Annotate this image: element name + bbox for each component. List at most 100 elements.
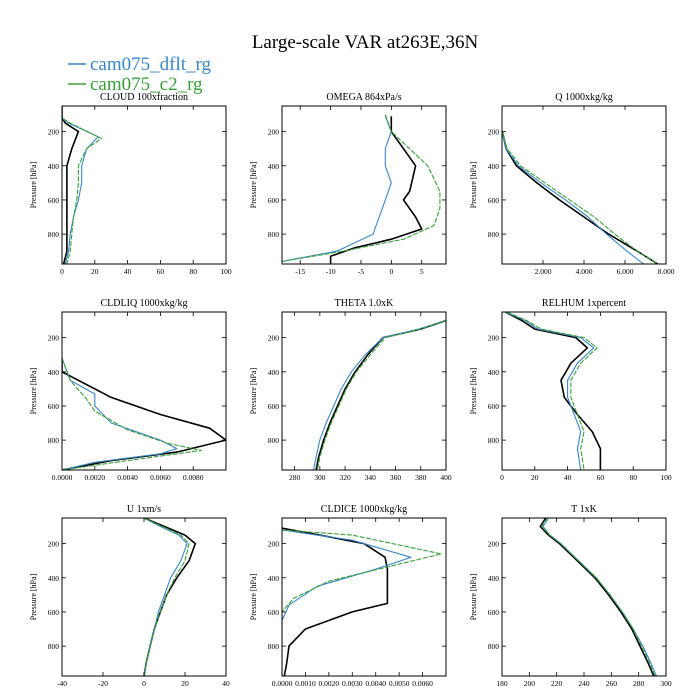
y-tick-label: 400 [48, 368, 60, 377]
x-tick-label: 0.0040 [365, 679, 386, 688]
x-tick-label: 4.000 [576, 267, 593, 276]
y-tick-label: 600 [488, 608, 500, 617]
y-tick-label: 400 [48, 574, 60, 583]
y-tick-label: 800 [268, 642, 280, 651]
panel-3: Q 1000xkg/kg Pressure [hPa] 200 400 600 800 2.… [469, 92, 675, 276]
x-tick-label: 40 [124, 267, 132, 276]
plot-frame [281, 517, 447, 677]
panel-title: T 1xK [571, 504, 597, 515]
y-tick-label: 200 [48, 540, 60, 549]
x-tick-label: 8.000 [658, 267, 675, 276]
series-line-obs [282, 527, 389, 676]
series-line-cam075-c2-rg [282, 529, 442, 676]
panel-4: CLDLIQ 1000xkg/kg Pressure [hPa] 200 400 600… [29, 298, 227, 482]
y-tick-label: 200 [268, 540, 280, 549]
x-tick-label: 80 [189, 267, 197, 276]
x-tick-label: -10 [326, 267, 336, 276]
plot-frame [61, 517, 227, 677]
panel-title: CLDICE 1000xkg/kg [321, 504, 407, 515]
x-tick-label: 0.0060 [412, 679, 433, 688]
y-tick-label: 200 [268, 334, 280, 343]
series-line-obs [502, 131, 659, 264]
x-tick-label: 280 [289, 473, 301, 482]
y-axis-label: Pressure [hPa] [249, 161, 258, 208]
x-tick-label: 320 [339, 473, 351, 482]
x-tick-label: 260 [606, 679, 618, 688]
series-line-cam075-dflt-rg [62, 106, 99, 264]
series-group [143, 518, 197, 676]
panel-7: U 1xm/s Pressure [hPa] 200 400 600 800 -40 -20 0… [29, 504, 230, 688]
y-tick-label: 800 [268, 230, 280, 239]
x-tick-label: 0 [142, 679, 146, 688]
series-group [312, 319, 446, 470]
y-tick-label: 800 [488, 230, 500, 239]
y-tick-label: 600 [48, 196, 60, 205]
x-tick-label: 0.0020 [319, 679, 340, 688]
plot-frame [281, 311, 447, 471]
plot-frame [501, 311, 667, 471]
x-tick-label: 200 [524, 679, 536, 688]
y-tick-label: 600 [268, 402, 280, 411]
y-tick-label: 800 [48, 436, 60, 445]
y-axis-label: Pressure [hPa] [469, 161, 478, 208]
y-tick-label: 600 [488, 196, 500, 205]
y-tick-label: 600 [268, 608, 280, 617]
series-line-obs [62, 106, 80, 264]
series-line-cam075-c2-rg [143, 518, 190, 676]
y-tick-label: 400 [268, 162, 280, 171]
panel-title: THETA 1.0xK [335, 298, 394, 309]
x-tick-label: 0.0050 [389, 679, 410, 688]
series-line-cam075-c2-rg [316, 319, 446, 470]
series-line-obs [539, 518, 655, 676]
x-tick-label: 280 [633, 679, 645, 688]
y-tick-label: 400 [268, 368, 280, 377]
x-tick-label: 360 [390, 473, 402, 482]
series-line-cam075-dflt-rg [502, 131, 644, 264]
y-axis-label: Pressure [hPa] [29, 161, 38, 208]
series-line-cam075-dflt-rg [312, 319, 446, 470]
x-tick-label: 40 [222, 679, 230, 688]
series-line-cam075-c2-rg [502, 131, 659, 264]
y-tick-label: 600 [48, 608, 60, 617]
x-tick-label: 300 [660, 679, 672, 688]
panel-9: T 1xK Pressure [hPa] 200 400 600 800 180 200 220… [469, 504, 672, 688]
y-tick-label: 800 [268, 436, 280, 445]
series-line-obs [329, 116, 423, 264]
series-line-obs [62, 358, 226, 470]
x-tick-label: 20 [181, 679, 189, 688]
x-tick-label: 0.0000 [272, 679, 293, 688]
x-tick-label: 100 [220, 267, 232, 276]
x-tick-label: 100 [660, 473, 672, 482]
x-tick-label: 0.0020 [84, 473, 105, 482]
y-tick-label: 600 [268, 196, 280, 205]
x-tick-label: 20 [91, 267, 99, 276]
series-group [282, 114, 441, 264]
panel-8: CLDICE 1000xkg/kg Pressure [hPa] 200 400 600… [249, 504, 447, 688]
x-tick-label: 40 [564, 473, 572, 482]
panel-title: CLOUD 100xfraction [100, 92, 188, 103]
plot-frame [281, 105, 447, 265]
series-line-cam075-c2-rg [62, 106, 102, 264]
panel-title: RELHUM 1xpercent [542, 298, 626, 309]
y-tick-label: 200 [488, 540, 500, 549]
series-line-cam075-c2-rg [62, 357, 202, 470]
panel-title: U 1xm/s [127, 504, 161, 515]
panel-5: THETA 1.0xK Pressure [hPa] 200 400 600 800 280… [249, 298, 452, 482]
x-tick-label: 0.0080 [183, 473, 204, 482]
plot-frame [61, 105, 227, 265]
panel-2: OMEGA 864xPa/s Pressure [hPa] 200 400 600 800… [249, 92, 447, 276]
series-line-cam075-dflt-rg [282, 529, 412, 676]
x-tick-label: 0.0000 [52, 473, 73, 482]
y-tick-label: 200 [268, 128, 280, 137]
y-tick-label: 400 [488, 368, 500, 377]
series-line-cam075-dflt-rg [505, 312, 595, 470]
x-tick-label: 240 [578, 679, 590, 688]
panel-title: Q 1000xkg/kg [555, 92, 613, 103]
series-group [62, 357, 226, 470]
x-tick-label: 60 [157, 267, 165, 276]
plot-frame [501, 517, 667, 677]
panel-title: OMEGA 864xPa/s [326, 92, 401, 103]
